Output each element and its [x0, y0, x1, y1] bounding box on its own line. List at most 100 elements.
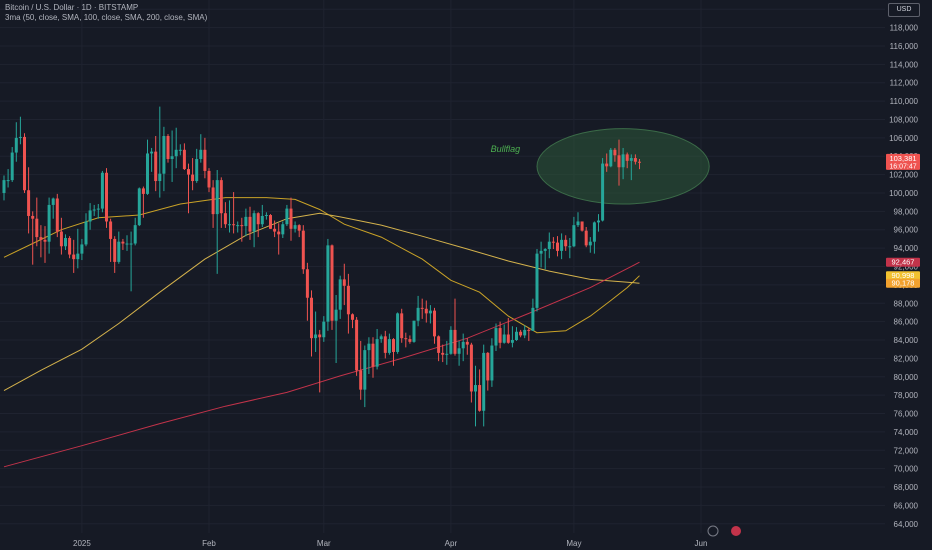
candle [592, 221, 596, 254]
candle-body [334, 309, 338, 321]
bottom-icons [707, 525, 741, 537]
candle-body [195, 158, 199, 182]
candle-body [310, 297, 313, 339]
candle [453, 298, 457, 356]
candle [318, 329, 322, 393]
candle-body [424, 308, 428, 314]
candle [412, 320, 416, 343]
candle-body [301, 230, 305, 270]
candle [223, 202, 227, 228]
candle-body [84, 221, 88, 245]
candle [129, 231, 133, 292]
candle-body [396, 313, 400, 352]
candle-body [502, 334, 506, 343]
y-tick-label: 82,000 [894, 354, 919, 363]
candle-body [137, 188, 141, 226]
candle [322, 316, 326, 342]
candle [236, 221, 240, 233]
candle [531, 298, 535, 331]
candle-body [96, 208, 100, 210]
candle [580, 221, 584, 232]
candle-body [449, 329, 453, 354]
y-tick-label: 78,000 [894, 391, 919, 400]
candle-body [478, 385, 482, 411]
y-tick-label: 74,000 [894, 428, 919, 437]
candle-body [326, 245, 330, 322]
candle [55, 193, 59, 238]
candle [170, 130, 174, 182]
candle [43, 226, 47, 263]
candle-body [515, 331, 518, 341]
candle-body [617, 155, 621, 168]
candle [80, 238, 84, 261]
candle [174, 127, 178, 169]
candle-body [146, 153, 149, 194]
y-tick-label: 100,000 [889, 189, 918, 198]
candle [88, 203, 92, 230]
candle-body [125, 243, 129, 245]
candle-body [392, 339, 395, 352]
candle-body [154, 151, 158, 182]
y-tick-label: 96,000 [894, 226, 919, 235]
candle [264, 212, 268, 220]
candle [158, 106, 162, 198]
candle [10, 147, 14, 182]
candle [92, 204, 96, 216]
candle [297, 224, 301, 238]
symbol-title: Bitcoin / U.S. Dollar · 1D · BITSTAMP [5, 3, 139, 12]
candle-body [232, 224, 236, 226]
candle-body [305, 269, 309, 298]
candle [285, 204, 289, 227]
candle [617, 139, 621, 186]
candle-body [506, 334, 510, 343]
candle [305, 262, 309, 321]
candle [605, 153, 609, 172]
price-label-text: 103,381 [889, 154, 916, 163]
candle-body [55, 198, 59, 232]
candle-body [437, 336, 441, 353]
candle-body [43, 239, 47, 242]
candle [203, 137, 207, 179]
candle-body [498, 328, 502, 343]
x-tick-label: Mar [317, 539, 331, 548]
candle-body [564, 239, 568, 247]
candle-body [207, 170, 211, 188]
candle-body [170, 156, 174, 159]
candle-body [539, 250, 543, 254]
candle [310, 290, 313, 357]
x-axis: 2025 Feb Mar Apr May Jun [73, 539, 707, 548]
candle-body [133, 225, 137, 244]
candle-body [412, 320, 416, 342]
candle [588, 237, 592, 253]
calendar-icon [731, 526, 741, 536]
candle-body [141, 188, 145, 194]
candle [584, 226, 588, 248]
candle [342, 263, 346, 306]
candle-body [519, 331, 523, 336]
candle [14, 122, 18, 162]
candle [96, 204, 100, 219]
candle-body [76, 253, 80, 260]
price-label-text: 90,178 [892, 279, 915, 288]
candle [166, 134, 170, 163]
candle [248, 206, 252, 240]
candle-body [293, 225, 297, 229]
candle [100, 170, 104, 213]
candle [621, 147, 625, 180]
candle-body [236, 225, 240, 227]
currency-button[interactable]: USD [888, 3, 920, 17]
candle-body [121, 241, 125, 244]
candle-body [158, 173, 162, 182]
candle-body [322, 321, 326, 338]
candle-body [482, 352, 486, 411]
candle-body [248, 216, 252, 232]
candle [367, 337, 371, 375]
candle [105, 168, 108, 228]
y-tick-label: 66,000 [894, 501, 919, 510]
candle-body [400, 313, 404, 339]
candle [51, 197, 55, 219]
y-tick-label: 102,000 [889, 171, 918, 180]
candle [195, 148, 199, 183]
candle [359, 340, 363, 400]
